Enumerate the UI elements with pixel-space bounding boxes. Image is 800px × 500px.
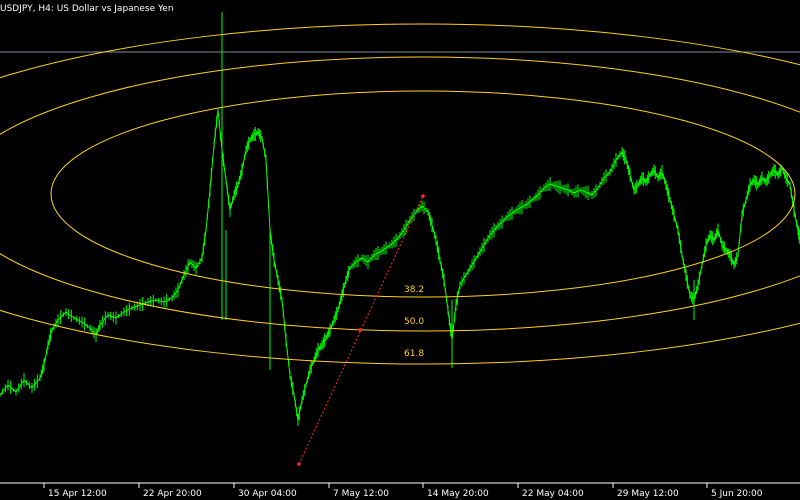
trendline-anchor-start[interactable] — [297, 462, 301, 466]
x-tick-label: 15 Apr 12:00 — [48, 489, 107, 499]
trendline — [298, 195, 424, 465]
trendline-anchor-end[interactable] — [421, 194, 425, 198]
x-tick-label: 5 Jun 20:00 — [711, 489, 763, 499]
x-tick-label: 14 May 20:00 — [427, 489, 489, 499]
price-series — [0, 12, 800, 426]
x-axis-ticks — [43, 483, 708, 488]
fib-ellipse-outer — [0, 23, 800, 365]
fibonacci-ellipses[interactable] — [0, 23, 800, 365]
x-tick-label: 7 May 12:00 — [333, 489, 389, 499]
fib-ellipse-middle — [0, 56, 800, 332]
fib-level-50: 50.0 — [404, 317, 424, 327]
fib-ellipse-inner — [50, 90, 796, 298]
chart-title: USDJPY, H4: US Dollar vs Japanese Yen — [0, 4, 174, 14]
fib-level-61: 61.8 — [404, 349, 424, 359]
trendline-anchor-mid[interactable] — [358, 328, 362, 332]
x-axis-labels: 15 Apr 12:00 22 Apr 20:00 30 Apr 04:00 7… — [48, 489, 763, 499]
x-tick-label: 22 May 04:00 — [522, 489, 584, 499]
x-tick-label: 22 Apr 20:00 — [143, 489, 202, 499]
price-polyline — [0, 109, 800, 421]
x-tick-label: 30 Apr 04:00 — [238, 489, 297, 499]
fibonacci-trendline[interactable] — [297, 194, 425, 466]
x-tick-label: 29 May 12:00 — [617, 489, 679, 499]
fib-level-38: 38.2 — [404, 285, 424, 295]
